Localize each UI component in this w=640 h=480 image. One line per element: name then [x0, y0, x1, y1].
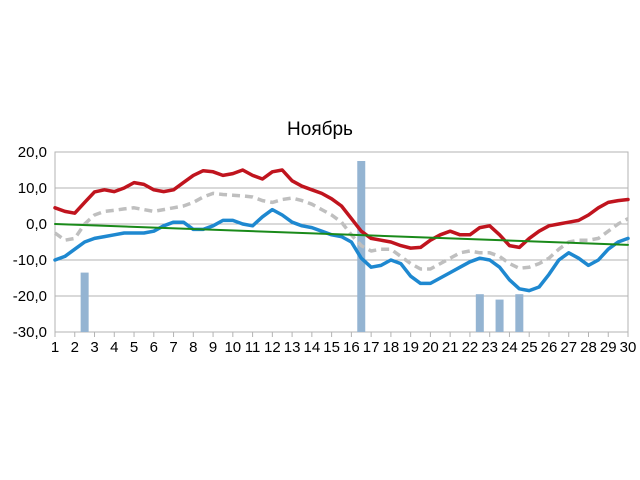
x-tick-label: 10	[224, 339, 241, 356]
x-tick-label: 4	[110, 339, 118, 356]
y-tick-label: 0,0	[26, 216, 47, 233]
series-line-2	[53, 207, 630, 293]
x-tick-label: 27	[560, 339, 577, 356]
x-tick-label: 14	[304, 339, 321, 356]
bar	[475, 294, 484, 332]
x-tick-label: 6	[150, 339, 158, 356]
x-tick-label: 7	[169, 339, 177, 356]
series-line-1	[53, 191, 629, 271]
x-tick-label: 3	[90, 339, 98, 356]
line-layer	[53, 168, 630, 293]
chart-title: Ноябрь	[287, 119, 353, 140]
x-tick-label: 29	[600, 339, 617, 356]
x-tick-label: 26	[541, 339, 558, 356]
x-tick-label: 23	[481, 339, 498, 356]
x-tick-label: 28	[580, 339, 597, 356]
x-tick-label: 13	[284, 339, 301, 356]
x-tick-label: 17	[363, 339, 380, 356]
x-tick-label: 8	[189, 339, 197, 356]
plot-area-border	[54, 151, 629, 333]
x-tick-label: 16	[343, 339, 360, 356]
y-tick-label: -30,0	[13, 324, 47, 341]
y-tick-label: 20,0	[18, 144, 47, 161]
x-tick-label: 9	[209, 339, 217, 356]
x-tick-label: 24	[501, 339, 518, 356]
axis-layer: 20,010,00,0-10,0-20,0-30,01 2 3 4 5 6 7 8 9 10 11 1…	[13, 144, 637, 356]
bar	[495, 299, 504, 332]
x-tick-label: 25	[521, 339, 538, 356]
x-tick-label: 19	[402, 339, 419, 356]
x-tick-label: 18	[383, 339, 400, 356]
x-tick-label: 15	[323, 339, 340, 356]
x-tick-label: 21	[442, 339, 459, 356]
series-line-3	[54, 223, 629, 246]
series-line-0	[53, 168, 630, 250]
x-tick-label: 5	[130, 339, 138, 356]
x-tick-label: 30	[620, 339, 637, 356]
bar	[515, 294, 524, 332]
y-tick-label: -20,0	[13, 288, 47, 305]
y-tick-label: -10,0	[13, 252, 47, 269]
bar	[80, 272, 89, 332]
x-tick-label: 20	[422, 339, 439, 356]
x-tick-label: 12	[264, 339, 281, 356]
x-tick-label: 1	[51, 339, 59, 356]
x-tick-label: 11	[245, 339, 261, 356]
y-tick-label: 10,0	[18, 180, 47, 197]
x-tick-label: 2	[71, 339, 79, 356]
x-tick-label: 22	[462, 339, 479, 356]
